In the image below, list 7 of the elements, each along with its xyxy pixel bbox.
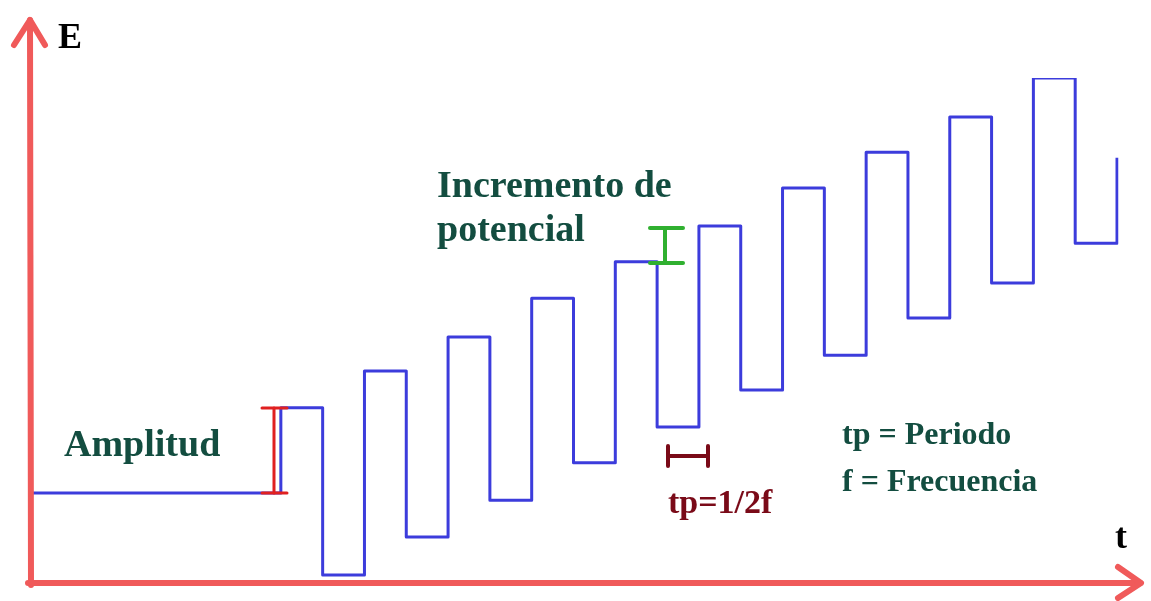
annotation: tp = Periodo: [842, 415, 1012, 452]
annotation: tp=1/2f: [668, 482, 773, 522]
x-axis-title: t: [1115, 516, 1127, 558]
annotation: Incremento de potencial: [437, 163, 673, 251]
annotation: Amplitud: [64, 422, 221, 466]
y-axis-title: E: [58, 16, 83, 58]
annotation: f = Frecuencia: [842, 462, 1038, 499]
